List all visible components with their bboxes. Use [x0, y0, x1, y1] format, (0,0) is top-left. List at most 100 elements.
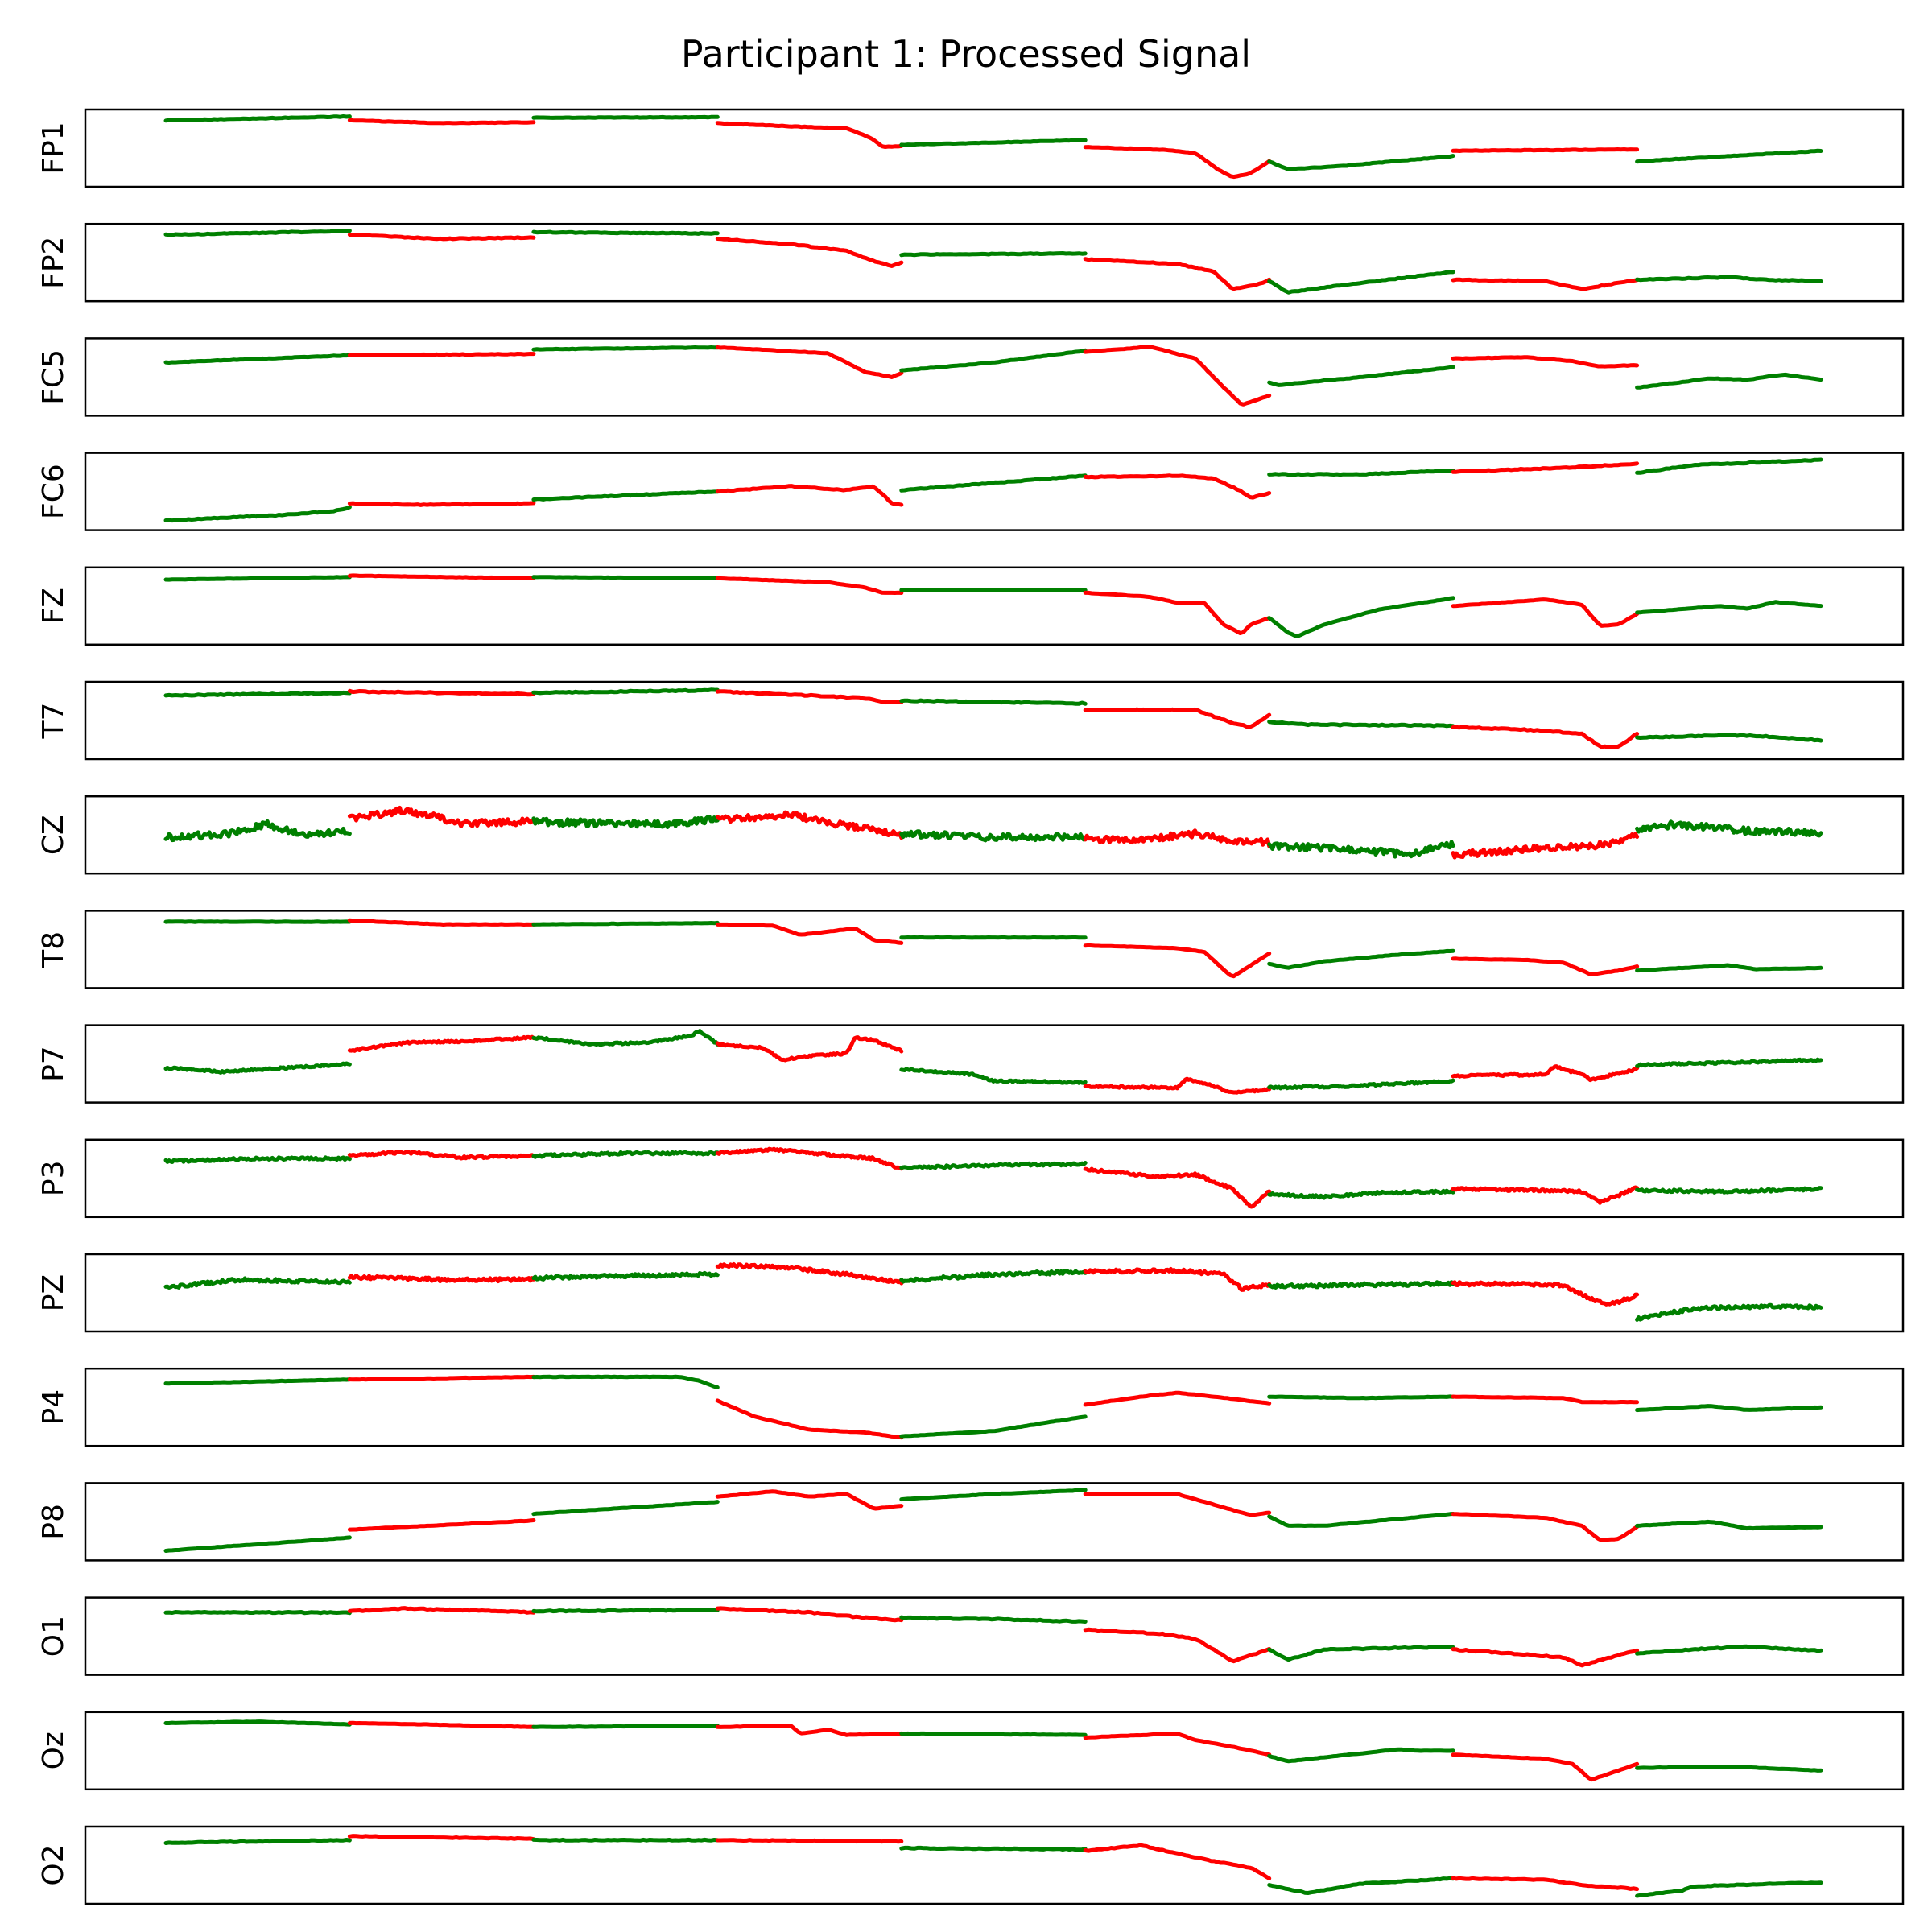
- signal-segment: [1083, 1266, 1272, 1292]
- signal-segment: [347, 688, 536, 697]
- signal-segment: [1083, 145, 1272, 180]
- signal-segment: [163, 690, 352, 698]
- axes-frame: [84, 1024, 1905, 1104]
- signal-segment: [715, 1398, 904, 1440]
- signal-segment: [899, 1161, 1088, 1170]
- signal-segment: [163, 1276, 352, 1290]
- signal-segment: [1083, 828, 1272, 848]
- signal-segment: [347, 352, 536, 357]
- signal-segment: [715, 689, 904, 705]
- axes-frame: [84, 1482, 1905, 1562]
- signal-segment: [899, 1615, 1088, 1624]
- axes-frame: [84, 337, 1905, 417]
- channel-panel-cz: CZ: [37, 795, 1905, 875]
- signal-segment: [163, 1719, 352, 1727]
- signal-segment: [1451, 355, 1640, 369]
- signal-segment: [899, 1845, 1088, 1852]
- signal-segment: [163, 919, 352, 924]
- signal-segment: [1451, 1647, 1640, 1668]
- signal-segment: [1635, 1057, 1823, 1068]
- chart-title: Participant 1: Processed Signal: [681, 32, 1251, 76]
- signal-segment: [715, 345, 904, 379]
- channel-panel-fz: FZ: [37, 566, 1905, 646]
- signal-segment: [1083, 707, 1272, 729]
- signal-segment: [1635, 148, 1823, 164]
- signal-segment: [1635, 1880, 1823, 1898]
- signal-segment: [715, 1035, 904, 1063]
- signal-segment: [715, 121, 904, 149]
- signal-segment: [715, 922, 904, 945]
- signal-segment: [1267, 1747, 1455, 1764]
- signal-segment: [1451, 956, 1640, 976]
- signal-segment: [899, 348, 1088, 373]
- signal-segment: [531, 1724, 720, 1729]
- channel-panel-t8: T8: [37, 910, 1905, 989]
- signal-segment: [163, 1838, 352, 1845]
- signal-segment: [1635, 457, 1823, 475]
- signal-segment: [1083, 590, 1272, 635]
- axes-frame: [84, 108, 1905, 188]
- channel-label: CZ: [37, 815, 70, 855]
- signal-segment: [1451, 832, 1640, 860]
- channel-label: T7: [37, 703, 70, 740]
- signal-segment: [1451, 1512, 1640, 1542]
- signal-segment: [347, 1720, 536, 1729]
- signal-segment: [163, 575, 352, 582]
- axes-frame: [84, 1825, 1905, 1905]
- signal-segment: [1267, 154, 1455, 171]
- channel-panel-fp1: FP1: [37, 108, 1905, 188]
- channel-label: FP2: [37, 237, 70, 289]
- signal-segment: [715, 237, 904, 268]
- signal-segment: [899, 698, 1088, 706]
- signal-segment: [1267, 1078, 1455, 1091]
- signal-segment: [899, 473, 1088, 493]
- signal-segment: [715, 1146, 904, 1171]
- signal-segment: [899, 1414, 1088, 1439]
- signal-segment: [531, 1270, 720, 1282]
- axes-frame: [84, 680, 1905, 761]
- channel-label: Oz: [37, 1732, 70, 1769]
- signal-segment: [1267, 720, 1455, 729]
- signal-segment: [1083, 1390, 1272, 1407]
- signal-segment: [347, 1034, 536, 1053]
- axes-frame: [84, 795, 1905, 875]
- channel-label: PZ: [37, 1274, 70, 1311]
- signal-segment: [1635, 819, 1823, 838]
- signal-segment: [899, 1731, 1088, 1737]
- channel-label: P4: [37, 1389, 70, 1426]
- signal-segment: [715, 1724, 904, 1737]
- signal-segment: [1267, 1876, 1455, 1895]
- signal-segment: [1635, 1186, 1823, 1195]
- signal-segment: [347, 918, 536, 927]
- channel-panel-fc6: FC6: [37, 452, 1905, 531]
- signal-segment: [1635, 963, 1823, 973]
- axes-frame: [84, 1596, 1905, 1676]
- signal-segment: [1083, 1843, 1272, 1880]
- signal-segment: [715, 1261, 904, 1286]
- signal-segment: [1083, 345, 1272, 407]
- channel-label: P3: [37, 1160, 70, 1196]
- signal-segment: [347, 1274, 536, 1284]
- axes-frame: [84, 1138, 1905, 1219]
- signal-segment: [899, 1067, 1088, 1085]
- signal-segment: [1083, 1627, 1272, 1664]
- signal-segment: [531, 1029, 720, 1047]
- signal-segment: [715, 576, 904, 595]
- signal-segment: [1083, 473, 1272, 500]
- signal-segment: [1635, 1644, 1823, 1656]
- signal-segment: [163, 1610, 352, 1616]
- signal-segment: [1451, 277, 1640, 291]
- signal-segment: [1267, 596, 1455, 638]
- signal-segment: [1451, 1064, 1640, 1083]
- channel-label: O2: [37, 1844, 70, 1885]
- channel-panel-t7: T7: [37, 680, 1905, 761]
- signal-segment: [531, 229, 720, 236]
- signal-segment: [1635, 1404, 1823, 1413]
- signal-segment: [1267, 1280, 1455, 1290]
- signal-segment: [1635, 1302, 1823, 1322]
- signal-segment: [163, 505, 352, 523]
- signal-segment: [1083, 1492, 1272, 1517]
- axes-frame: [84, 910, 1905, 989]
- signal-segment: [899, 829, 1088, 843]
